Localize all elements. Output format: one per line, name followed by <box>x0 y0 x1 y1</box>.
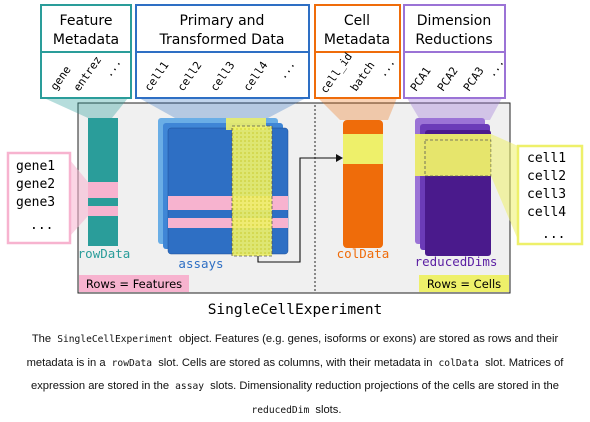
row-label-cell4: cell4 <box>527 205 566 220</box>
caption-part-4: slot. Matrices of expression are stored … <box>30 356 564 393</box>
caption-code-assay: assay <box>175 381 205 392</box>
reduceddims-block <box>415 118 492 256</box>
reduced-funnel <box>407 98 502 120</box>
caption-part-5: slots. Dimensionality reduction projecti… <box>210 380 560 392</box>
banner-rows-cells: Rows = Cells <box>427 277 501 291</box>
rowdata-block <box>88 118 118 246</box>
header-feature-line1: Feature <box>60 13 113 29</box>
row-label-cell3: cell3 <box>527 187 566 202</box>
assay-to-coldata-arrow <box>257 157 336 263</box>
header-primary-line1: Primary and <box>180 13 265 29</box>
header-cell-line2: Metadata <box>324 32 390 48</box>
rows-left-connector <box>70 160 88 236</box>
row-labels-right: cell1 cell2 cell3 cell4 ... <box>516 144 584 246</box>
banner-rows-features-bg <box>79 275 189 292</box>
arrow-head <box>336 154 343 162</box>
row-label-cell1: cell1 <box>527 151 566 166</box>
caption-part-3: slot. Cells are stored as columns, with … <box>158 356 433 369</box>
diagram-title: SingleCellExperiment <box>208 302 383 318</box>
coldata-funnel <box>318 98 397 120</box>
header-cell-line1: Cell <box>344 13 370 29</box>
row-labels-left: gene1 gene2 gene3 ... <box>6 151 72 245</box>
row-label-gene1: gene1 <box>16 159 55 174</box>
sce-diagram: Feature Metadata Primary and Transformed… <box>6 4 584 318</box>
header-primary-line2: Transformed Data <box>158 32 284 48</box>
header-dim-line1: Dimension <box>417 13 491 29</box>
row-label-gene3: gene3 <box>16 195 55 210</box>
caption-part-1: The <box>31 333 52 345</box>
caption-part-2: object. Features (e.g. genes, isoforms o… <box>26 333 559 369</box>
caption-code-sce: SingleCellExperiment <box>57 334 173 345</box>
header-dimension-reductions: Dimension Reductions <box>403 4 506 99</box>
slot-label-assays: assays <box>178 256 223 271</box>
coldata-block <box>343 120 383 248</box>
slot-label-rowdata: rowData <box>78 246 131 261</box>
rows-right-connector <box>491 134 518 240</box>
row-label-gene2: gene2 <box>16 177 55 192</box>
caption-part-6: slots. <box>315 403 342 416</box>
row-label-more: ... <box>30 218 53 233</box>
banner-rows-features: Rows = Features <box>86 277 182 291</box>
header-primary-data: Primary and Transformed Data <box>135 4 310 99</box>
assay-funnel <box>139 98 306 118</box>
slot-label-reduceddims: reducedDims <box>415 254 498 269</box>
row-label-cell2: cell2 <box>527 169 566 184</box>
caption-code-reduceddim: reducedDim <box>251 404 310 416</box>
feature-funnel <box>44 98 128 118</box>
header-dim-line2: Reductions <box>415 32 492 48</box>
figure-caption: The SingleCellExperiment object. Feature… <box>8 328 582 422</box>
header-feature-line2: Metadata <box>53 32 119 48</box>
banner-rows-cells-bg <box>419 275 509 292</box>
header-cell-metadata: Cell Metadata <box>314 4 401 99</box>
slot-label-coldata: colData <box>337 246 390 261</box>
caption-code-coldata: colData <box>438 357 479 369</box>
row-label-more: ... <box>542 227 565 242</box>
header-feature-metadata: Feature Metadata <box>40 4 132 99</box>
assays-block <box>158 118 289 257</box>
caption-code-rowdata: rowData <box>111 357 153 369</box>
